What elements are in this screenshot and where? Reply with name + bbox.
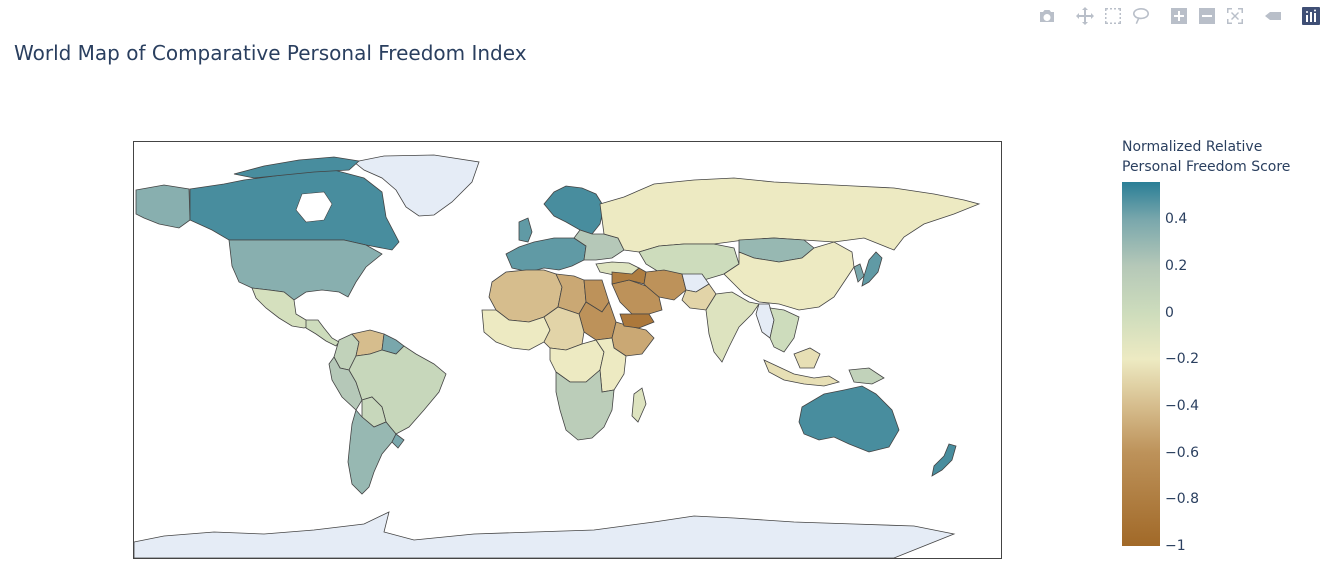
colorbar-title: Normalized Relative Personal Freedom Sco… [1122,137,1290,177]
region-alaska[interactable] [135,184,191,229]
region-indonesia[interactable] [763,359,841,387]
toggle-hover-icon[interactable] [1260,4,1286,28]
region-peru[interactable] [328,356,363,411]
colorbar-tick-label: −0.4 [1165,398,1199,414]
colorbar [1122,182,1160,546]
region-southeast-asia[interactable] [769,307,800,353]
region-saudi-arabia[interactable] [611,279,663,315]
region-antarctica[interactable] [134,511,956,558]
region-india[interactable] [705,291,760,363]
modebar [1034,4,1324,28]
hudson-bay [295,191,333,223]
colorbar-tick-label: 0.2 [1165,258,1188,274]
reset-view-icon[interactable] [1222,4,1248,28]
colorbar-tick-label: −0.8 [1165,491,1199,508]
region-australia[interactable] [798,385,900,453]
region-eastern-europe[interactable] [573,229,625,261]
colorbar-title-line-1: Normalized Relative [1122,139,1263,155]
region-japan[interactable] [861,251,883,287]
region-central-africa[interactable] [543,306,585,351]
region-southern-africa[interactable] [555,369,615,441]
colorbar-tick-label: −0.2 [1165,351,1199,368]
world-map[interactable] [134,142,1001,558]
region-madagascar[interactable] [631,387,647,423]
colorbar-tick-label: −0.6 [1165,444,1199,461]
chart-title: World Map of Comparative Personal Freedo… [14,41,527,65]
plotly-logo-icon[interactable] [1298,4,1324,28]
pan-icon[interactable] [1072,4,1098,28]
region-argentina[interactable] [347,409,397,495]
region-yemen[interactable] [619,313,655,329]
region-new-zealand[interactable] [931,443,957,477]
region-indonesia-borneo[interactable] [793,347,821,369]
colorbar-tick-label: 0.4 [1165,211,1188,228]
region-papua-new-guinea[interactable] [848,367,885,385]
colorbar-tick-label: −1 [1165,538,1186,554]
lasso-select-icon[interactable] [1128,4,1154,28]
colorbar-title-line-2: Personal Freedom Score [1122,159,1291,175]
region-uruguay[interactable] [391,433,405,449]
box-select-icon[interactable] [1100,4,1126,28]
zoom-out-icon[interactable] [1194,4,1220,28]
region-greenland[interactable] [353,154,480,217]
region-east-africa[interactable] [595,337,627,393]
camera-icon[interactable] [1034,4,1060,28]
map-frame[interactable] [133,141,1002,559]
region-iran[interactable] [643,269,687,301]
region-canada-islands[interactable] [233,156,360,179]
colorbar-tick-label: 0 [1165,304,1174,321]
zoom-in-icon[interactable] [1166,4,1192,28]
region-united-kingdom[interactable] [518,217,533,243]
